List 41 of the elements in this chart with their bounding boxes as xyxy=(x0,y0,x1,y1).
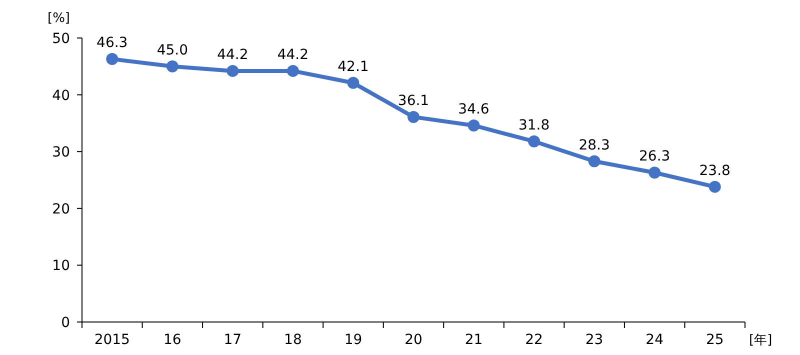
point xyxy=(408,110,420,123)
data-label: 34.6 xyxy=(458,101,490,118)
data-label: 44.2 xyxy=(277,46,309,63)
x-tick-label: 21 xyxy=(464,332,483,348)
x-tick-label: 23 xyxy=(585,332,604,348)
point xyxy=(468,119,480,132)
point xyxy=(708,180,721,193)
x-tick-label: 17 xyxy=(224,332,242,348)
data-label: 45.0 xyxy=(156,42,188,58)
data-label: 28.3 xyxy=(578,137,610,154)
point xyxy=(648,166,661,179)
x-tick-label: 2015 xyxy=(94,332,130,348)
point xyxy=(226,64,239,77)
x-tick-label: 20 xyxy=(404,332,422,348)
point xyxy=(528,135,540,148)
data-label: 42.1 xyxy=(338,58,369,75)
y-tick-label: 40 xyxy=(52,88,70,104)
data-label: 31.8 xyxy=(518,117,550,134)
y-axis-title: [%] xyxy=(48,11,70,26)
point xyxy=(166,60,178,72)
x-tick-label: 19 xyxy=(344,332,362,348)
y-tick-label: 20 xyxy=(52,201,70,218)
data-label: 36.1 xyxy=(398,92,430,109)
data-label: 26.3 xyxy=(639,148,670,165)
y-tick-label: 30 xyxy=(52,144,70,161)
y-tick-label: 50 xyxy=(52,31,70,47)
data-label: 44.2 xyxy=(217,46,248,63)
data-label: 46.3 xyxy=(96,35,128,52)
x-tick-label: 25 xyxy=(706,332,724,348)
data-label: 23.8 xyxy=(699,162,730,179)
point xyxy=(286,64,299,77)
point xyxy=(347,76,360,89)
x-tick-label: 16 xyxy=(163,332,182,348)
x-axis-title: [年] xyxy=(749,333,772,348)
point xyxy=(106,53,118,66)
point xyxy=(588,155,600,168)
x-tick-label: 22 xyxy=(525,332,543,348)
y-tick-label: 0 xyxy=(61,315,70,331)
y-tick-label: 10 xyxy=(52,258,70,274)
x-tick-label: 18 xyxy=(284,332,302,348)
x-tick-label: 24 xyxy=(646,332,664,348)
